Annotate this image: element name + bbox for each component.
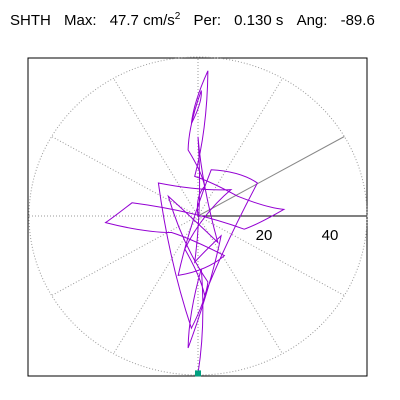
polar-grid-spoke [51, 215, 199, 296]
max-unit: cm/s2 [143, 11, 181, 29]
orbit-trace-path [104, 70, 286, 374]
period-label: Per: [193, 12, 221, 29]
polar-grid-spoke [51, 136, 199, 217]
orbit-trace [104, 70, 286, 377]
radial-tick-label: 40 [322, 227, 339, 244]
max-value: 47.7 [109, 12, 139, 29]
polar-grid-spoke [197, 78, 283, 217]
radial-tick-labels: 20 40 [256, 227, 339, 244]
polar-grid-spoke [197, 215, 345, 296]
max-unit-exponent: 2 [174, 11, 181, 22]
polar-grid [28, 56, 368, 376]
station-code: SHTH [10, 12, 51, 29]
period-value: 0.130 s [234, 12, 284, 29]
max-label: Max: [64, 12, 97, 29]
angle-label: Ang: [296, 12, 328, 29]
polar-grid-spoke [113, 215, 199, 354]
radial-tick-label: 20 [256, 227, 273, 244]
polar-grid-spoke [113, 78, 199, 217]
angle-value: -89.6 [340, 12, 375, 29]
polar-grid-spoke [197, 136, 345, 217]
title-bar: SHTH Max: 47.7 cm/s2 Per: 0.130 s Ang: -… [10, 11, 395, 38]
orbit-end-marker [195, 370, 201, 377]
max-unit-base: cm/s [143, 12, 175, 29]
